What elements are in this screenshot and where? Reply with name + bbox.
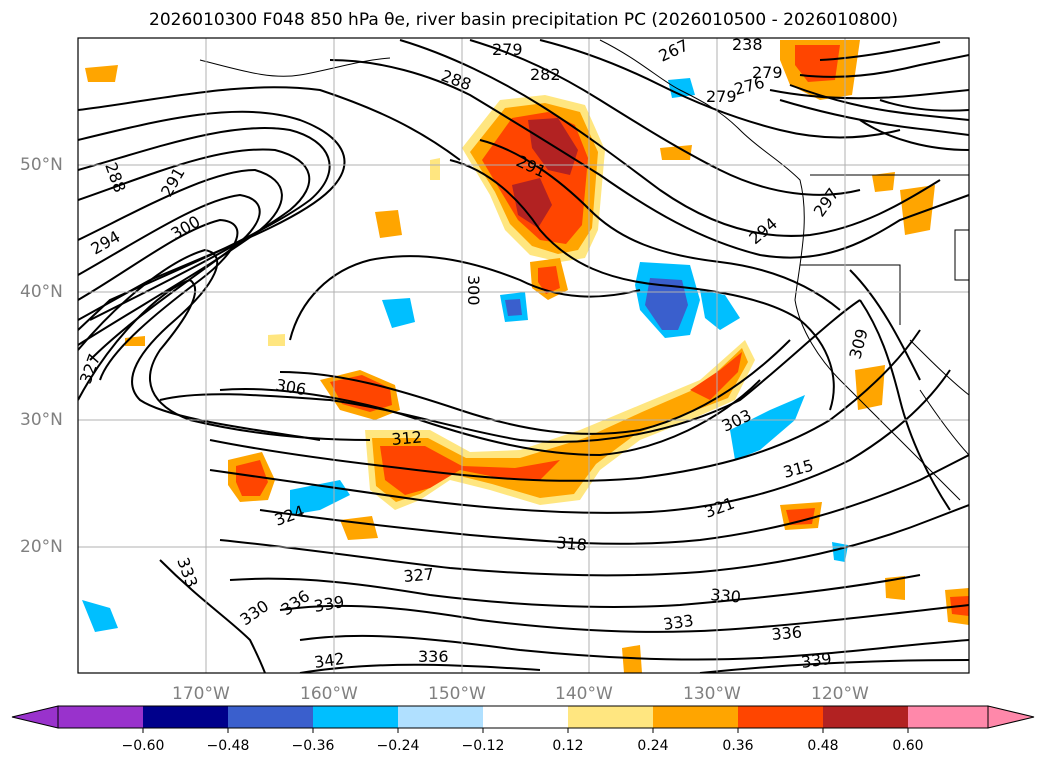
colorbar-tick-label: 0.60 (892, 738, 924, 754)
gridlines (78, 38, 969, 673)
colorbar-bin (398, 706, 483, 728)
colorbar-bin (823, 706, 908, 728)
colorbar-bin (908, 706, 988, 728)
lon-label: 170°W (172, 684, 230, 704)
contour-label: 327 (403, 564, 435, 586)
map-frame (77, 37, 970, 674)
colorbar-bin (738, 706, 823, 728)
colorbar-tick-label: 0.36 (722, 738, 754, 754)
colorbar-bin (228, 706, 313, 728)
lat-label: 40°N (20, 282, 63, 302)
contour-label: 279 (752, 63, 783, 82)
colorbar-tick-label: −0.60 (121, 738, 165, 754)
contour-label: 318 (556, 533, 588, 555)
contour-label: 238 (732, 35, 763, 54)
theta-e-contours (78, 39, 969, 673)
colorbar-tick-label: −0.36 (291, 738, 335, 754)
coastlines (199, 39, 969, 501)
colorbar-underflow-arrow (11, 705, 59, 729)
colorbar-bin (483, 706, 568, 728)
colorbar-bin (568, 706, 653, 728)
lon-label: 140°W (555, 684, 613, 704)
contour-label: 342 (313, 649, 346, 672)
colorbar-outline (57, 705, 989, 729)
lat-label: 50°N (20, 155, 63, 175)
map-content (78, 39, 969, 673)
colorbar (11, 705, 1035, 733)
colorbar-bin (653, 706, 738, 728)
colorbar-tick-label: 0.12 (552, 738, 584, 754)
colorbar-tick-label: −0.48 (206, 738, 250, 754)
contour-label: 330 (710, 585, 742, 607)
colorbar-overflow-arrow (987, 705, 1035, 729)
positive-anomaly-fills (85, 40, 969, 673)
colorbar-bin (313, 706, 398, 728)
lon-label: 120°W (811, 684, 869, 704)
lon-label: 150°W (428, 684, 486, 704)
contour-label: 282 (530, 65, 561, 84)
contour-label: 300 (464, 275, 483, 306)
contour-label: 333 (662, 611, 695, 634)
colorbar-bin (58, 706, 143, 728)
contour-label: 339 (800, 649, 833, 672)
chart-title: 2026010300 F048 850 hPa θe, river basin … (149, 10, 898, 30)
colorbar-tick-label: 0.24 (637, 738, 669, 754)
lon-label: 160°W (300, 684, 358, 704)
colorbar-bin (143, 706, 228, 728)
colorbar-tick-label: −0.12 (461, 738, 505, 754)
lat-label: 30°N (20, 410, 63, 430)
lat-label: 20°N (20, 537, 63, 557)
colorbar-tick-label: −0.24 (376, 738, 420, 754)
colorbar-tick-label: 0.48 (807, 738, 839, 754)
contour-label: 312 (391, 427, 423, 449)
contour-label: 279 (492, 40, 523, 59)
contour-label: 336 (418, 647, 449, 666)
negative-anomaly-fills (82, 78, 848, 632)
contour-label: 279 (706, 87, 737, 106)
lon-label: 130°W (683, 684, 741, 704)
contour-label: 336 (771, 622, 803, 644)
